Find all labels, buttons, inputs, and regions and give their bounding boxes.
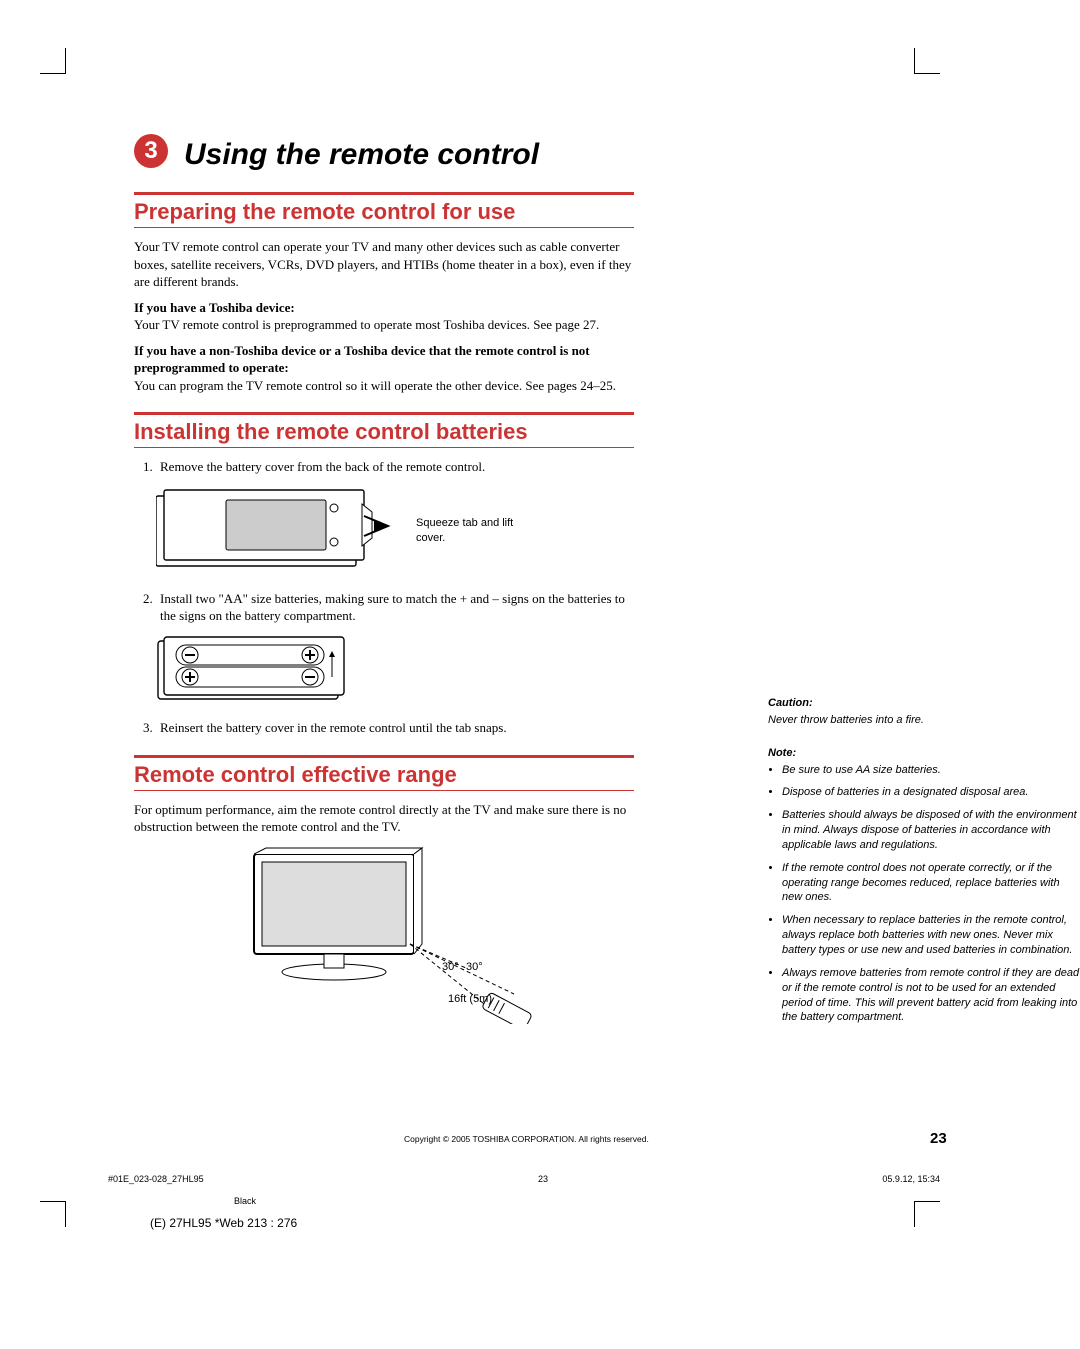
prepare-p2: Your TV remote control is preprogrammed … [134, 317, 599, 332]
chapter-title: Using the remote control [184, 138, 539, 171]
footer-bottom: (E) 27HL95 *Web 213 : 276 [150, 1216, 297, 1230]
section-prepare-body: Your TV remote control can operate your … [134, 238, 634, 394]
crop-mark-top-left [40, 48, 66, 74]
figure-effective-range: 30° 30° 16ft (5m) [234, 844, 634, 1024]
note-item: Always remove batteries from remote cont… [782, 966, 1080, 1025]
chapter-header: 3 Using the remote control [134, 138, 948, 174]
section-range-body: For optimum performance, aim the remote … [134, 801, 634, 1024]
section-rule-bottom [134, 447, 634, 448]
footer-sheet: 23 [538, 1174, 548, 1184]
footer-file-id: #01E_023-028_27HL95 [108, 1174, 204, 1184]
main-column: Preparing the remote control for use You… [134, 192, 634, 1024]
caution-text: Never throw batteries into a fire. [768, 713, 1080, 728]
section-install-title: Installing the remote control batteries [134, 419, 634, 445]
install-step-2: Install two "AA" size batteries, making … [156, 590, 634, 625]
caution-heading: Caution: [768, 696, 1080, 711]
figure-caption-squeeze: Squeeze tab and lift cover. [416, 516, 526, 546]
note-list: Be sure to use AA size batteries. Dispos… [782, 763, 1080, 1026]
crop-mark-bottom-left [40, 1201, 66, 1227]
install-step-1: Remove the battery cover from the back o… [156, 458, 634, 476]
footer-meta-row: #01E_023-028_27HL95 23 05.9.12, 15:34 [108, 1174, 940, 1184]
page-content: 3 Using the remote control Preparing the… [134, 138, 948, 1038]
section-install-body: Remove the battery cover from the back o… [134, 458, 634, 736]
section-rule-bottom [134, 790, 634, 791]
range-p1: For optimum performance, aim the remote … [134, 801, 634, 836]
prepare-p1: Your TV remote control can operate your … [134, 238, 634, 291]
prepare-h1: If you have a Toshiba device: [134, 300, 295, 315]
figure-insert-batteries [156, 635, 634, 705]
footer-color: Black [234, 1196, 256, 1206]
note-item: When necessary to replace batteries in t… [782, 913, 1080, 958]
sidebar-notes: Caution: Never throw batteries into a fi… [768, 696, 1080, 1033]
section-rule-top [134, 192, 634, 195]
section-rule-top [134, 755, 634, 758]
prepare-p3: You can program the TV remote control so… [134, 378, 616, 393]
chapter-number-badge: 3 [134, 134, 168, 168]
figure-remove-cover: Squeeze tab and lift cover. [156, 486, 634, 576]
crop-mark-top-right [914, 48, 940, 74]
section-rule-bottom [134, 227, 634, 228]
note-item: Dispose of batteries in a designated dis… [782, 785, 1080, 800]
range-distance: 16ft (5m) [448, 992, 492, 1007]
section-prepare-title: Preparing the remote control for use [134, 199, 634, 225]
range-angle-left: 30° [442, 960, 459, 975]
install-step-3: Reinsert the battery cover in the remote… [156, 719, 634, 737]
crop-mark-bottom-right [914, 1201, 940, 1227]
note-item: Be sure to use AA size batteries. [782, 763, 1080, 778]
note-heading: Note: [768, 746, 1080, 761]
footer-copyright: Copyright © 2005 TOSHIBA CORPORATION. Al… [404, 1134, 649, 1144]
prepare-h2: If you have a non-Toshiba device or a To… [134, 343, 590, 376]
page-number: 23 [930, 1130, 947, 1147]
section-rule-top [134, 412, 634, 415]
note-item: Batteries should always be disposed of w… [782, 808, 1080, 853]
note-item: If the remote control does not operate c… [782, 861, 1080, 906]
section-range-title: Remote control effective range [134, 762, 634, 788]
footer-timestamp: 05.9.12, 15:34 [882, 1174, 940, 1184]
range-angle-right: 30° [466, 960, 483, 975]
